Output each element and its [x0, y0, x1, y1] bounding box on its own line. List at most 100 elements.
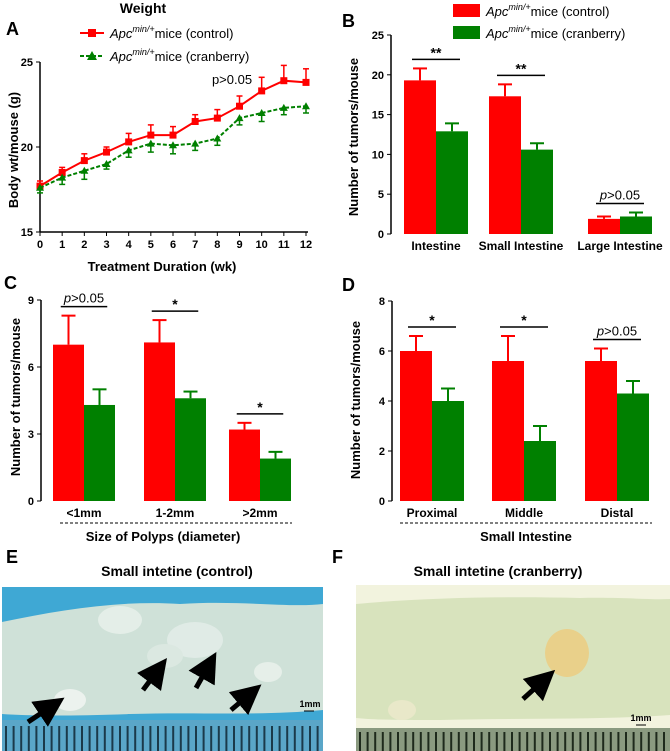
panel-a-xtick-label: 8 [214, 239, 220, 251]
panel-b-bar-cranberry [436, 131, 468, 234]
legend-b-cranberry-label: mice (cranberry) [531, 26, 626, 41]
panel-b-category-label: Large Intestine [577, 239, 663, 253]
panel-label-e: E [6, 547, 18, 567]
legend-b-control-swatch [453, 4, 480, 17]
legend-b-apc-2: Apc [485, 26, 509, 41]
panel-c-plot: 0 3 6 9 <1mm p>0.05 1-2mm * >2mm * [28, 291, 291, 520]
panel-label-f: F [332, 547, 343, 567]
photo-e-polyp-3 [147, 644, 183, 668]
photo-f-scale-label: 1mm [630, 713, 651, 723]
panel-b-bar-cranberry [521, 149, 553, 234]
panel-d-bar-cranberry [524, 441, 556, 501]
panel-a-point-cranberry [36, 183, 44, 191]
panel-c-sig-label: p>0.05 [63, 291, 104, 306]
panel-d-ytick-label: 6 [379, 346, 385, 358]
panel-a-xtick-label: 10 [256, 239, 268, 251]
panel-c-ytick-label: 3 [28, 429, 34, 441]
panel-b-ylabel: Number of tumors/mouse [346, 58, 361, 216]
panel-b-bar-control [404, 80, 436, 234]
panel-label-b: B [342, 11, 355, 31]
legend-b-control-text: Apcmin/+mice (control) [485, 2, 609, 19]
legend-b-cranberry-text: Apcmin/+mice (cranberry) [485, 24, 625, 41]
panel-a-xtick-label: 7 [192, 239, 198, 251]
panel-a-xtick-label: 6 [170, 239, 176, 251]
photo-e-ruler-ticks [5, 726, 319, 751]
photo-e-polyp-5 [54, 689, 86, 711]
panel-d-sig-label: p>0.05 [596, 324, 637, 339]
panel-label-a: A [6, 19, 19, 39]
legend-b-control-label: mice (control) [531, 4, 610, 19]
panel-a-point-control [147, 131, 155, 139]
legend-a-control-label: mice (control) [155, 26, 234, 41]
panel-b-sig-label-rest: >0.05 [607, 188, 640, 203]
legend-b-sup-2: min/+ [508, 24, 530, 34]
panel-b-bar-control [489, 96, 521, 235]
panel-a-point-control [213, 114, 221, 122]
panel-a-xtick-label: 5 [148, 239, 154, 251]
photo-f-arrow [521, 669, 556, 702]
panel-a-point-cranberry [191, 139, 200, 147]
panel-f: F Small intetine (cranberry) 1mm [332, 547, 670, 751]
panel-a-xtick-label: 0 [37, 239, 43, 251]
panel-c: C Number of tumors/mouse Size of Polyps … [4, 273, 292, 544]
panel-a-point-control [280, 77, 288, 85]
panel-d: D Number of tumors/mouse Small Intestine… [342, 275, 652, 544]
panel-b-sig-label: p>0.05 [599, 188, 640, 203]
photo-e-title: Small intetine (control) [101, 563, 253, 579]
panel-a-point-cranberry [58, 173, 67, 181]
panel-b-ytick-label: 0 [378, 229, 384, 241]
panel-a-ylabel: Body wt/mouse (g) [6, 92, 21, 208]
panel-b-ytick-label: 10 [372, 149, 384, 161]
panel-a-ytick-label: 25 [21, 57, 33, 69]
panel-d-ytick-label: 8 [379, 296, 385, 308]
panel-c-bar-cranberry [260, 458, 291, 501]
panel-c-bar-control [53, 344, 84, 501]
panel-a-point-cranberry [257, 109, 266, 116]
legend-control-marker [88, 29, 96, 37]
panel-c-category-label: 1-2mm [156, 506, 195, 520]
panel-b-ytick-label: 20 [372, 70, 384, 82]
panel-b-legend: Apcmin/+mice (control) Apcmin/+mice (cra… [453, 2, 625, 41]
panel-label-c: C [4, 273, 17, 293]
panel-a-point-cranberry [80, 166, 89, 174]
panel-a-xtick-label: 1 [59, 239, 65, 251]
panel-a-point-cranberry [124, 146, 133, 154]
panel-d-category-label: Distal [601, 506, 634, 520]
panel-a-ytick-label: 20 [21, 142, 33, 154]
panel-a-point-cranberry [235, 114, 244, 122]
panel-a-xtick-label: 12 [300, 239, 312, 251]
panel-a: A Weight Apcmin/+mice (control) Apcmin/+… [6, 0, 312, 274]
photo-e-arrow-4 [228, 684, 262, 716]
photo-e-arrow-1 [26, 697, 65, 727]
panel-b-sig-label: ** [431, 44, 442, 60]
panel-d-bar-cranberry [617, 393, 649, 501]
panel-a-point-control [169, 131, 177, 139]
legend-a-apc-2: Apc [109, 49, 133, 64]
panel-c-sig-label: * [172, 296, 178, 312]
panel-d-sig-label-p: p [596, 324, 604, 339]
legend-a-cranberry-label: mice (cranberry) [155, 49, 250, 64]
panel-b-ytick-label: 5 [378, 189, 384, 201]
panel-a-point-control [80, 157, 88, 165]
panel-a-point-control [191, 118, 199, 125]
panel-d-ytick-label: 0 [379, 496, 385, 508]
panel-b-category-label: Small Intestine [479, 239, 564, 253]
panel-d-xlabel: Small Intestine [480, 529, 572, 544]
panel-d-sig-label: * [521, 312, 527, 328]
legend-b-apc: Apc [485, 4, 509, 19]
panel-c-bar-cranberry [84, 404, 115, 501]
photo-e-scale-label: 1mm [299, 699, 320, 709]
panel-c-sig-label: * [257, 399, 263, 415]
panel-a-annotation: p>0.05 [212, 72, 252, 87]
panel-c-category-label: <1mm [66, 506, 101, 520]
panel-c-ytick-label: 9 [28, 295, 34, 307]
panel-d-bar-control [400, 351, 432, 501]
legend-b-cranberry-swatch [453, 26, 480, 39]
legend-a-cranberry-text: Apcmin/+mice (cranberry) [109, 47, 249, 64]
panel-a-legend: Apcmin/+mice (control) Apcmin/+mice (cra… [80, 24, 249, 64]
photo-e-polyp-4 [254, 662, 282, 682]
legend-a-apc: Apc [109, 26, 133, 41]
photo-f-ruler-ticks [359, 732, 665, 751]
legend-b-sup: min/+ [508, 2, 530, 12]
